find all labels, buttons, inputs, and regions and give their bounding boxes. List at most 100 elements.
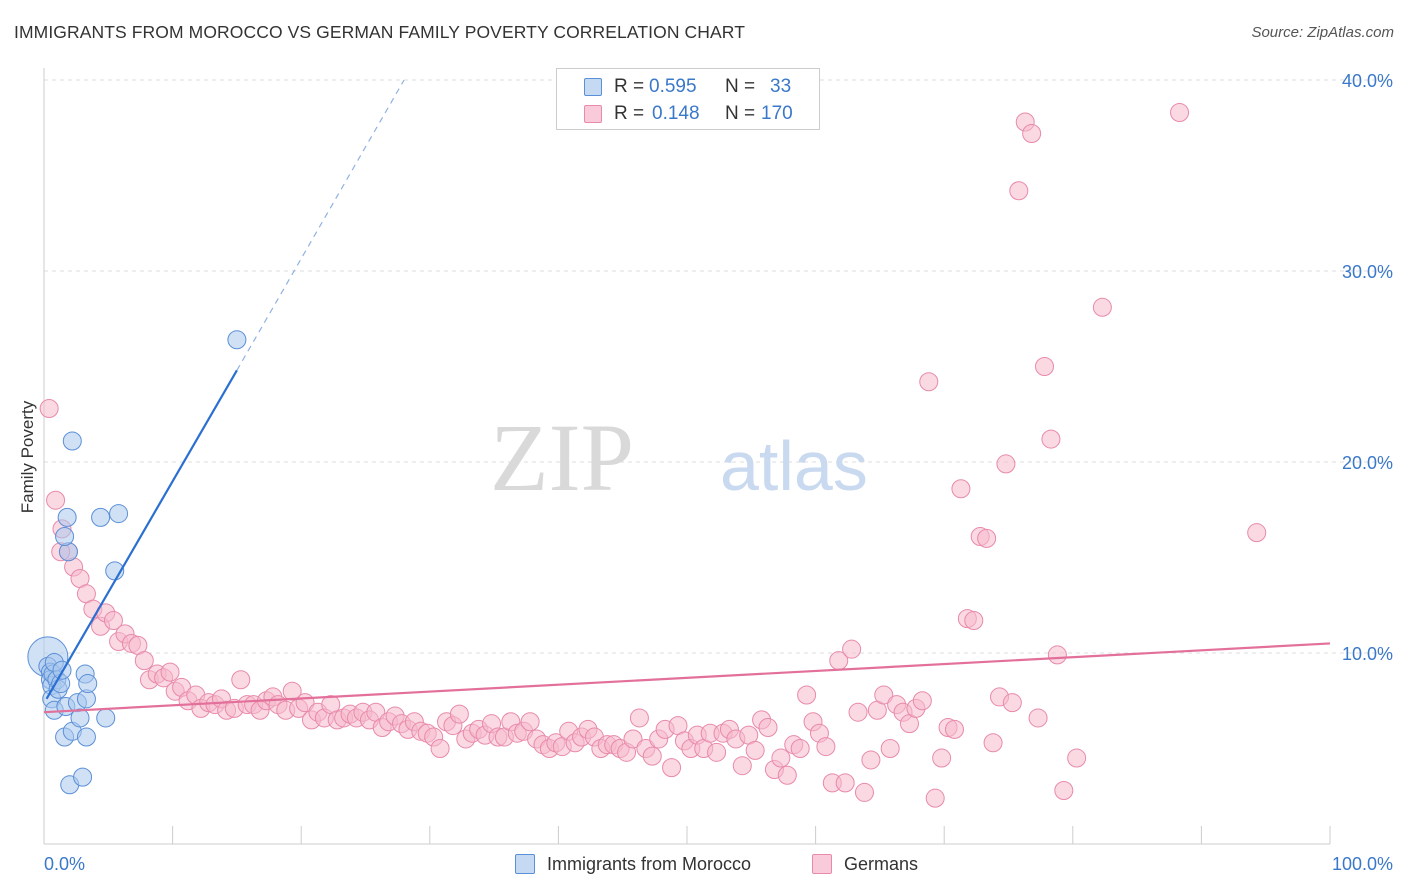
germans-point [745,740,765,760]
legend-swatch-germans [584,105,602,123]
germans-point [1067,748,1087,768]
germans-point [520,712,540,732]
germans-point [964,611,984,631]
germans-point [861,750,881,770]
germans-point [797,685,817,705]
bottom-legend-label-germans: Germans [844,854,919,874]
germans-point [1009,181,1029,201]
germans-point [1002,693,1022,713]
morocco-point [62,431,82,451]
y-tick-label: 20.0% [1342,453,1393,473]
tick-labels: 10.0% 20.0% 30.0% 40.0% 0.0% 100.0% [44,71,1393,874]
legend-row-germans: R = 0.148 N = 170 [557,101,819,127]
germans-point [707,742,727,762]
legend-r-label: R = [614,76,645,97]
morocco-point [73,767,93,787]
germans-point [282,681,302,701]
germans-point [1047,645,1067,665]
x-tick-label-min: 0.0% [44,854,85,874]
morocco-point [227,330,247,350]
legend-r-value: 0.148 [652,103,700,124]
germans-point [835,773,855,793]
germans-point [642,746,662,766]
germans-point [880,739,900,758]
morocco-trend-line [45,369,238,700]
germans-point [1247,523,1267,543]
morocco-point [96,708,116,728]
bottom-legend-swatch-morocco [515,854,535,874]
germans-point [854,782,874,802]
germans-point [758,717,778,737]
germans-point [790,739,810,758]
morocco-point [78,674,98,694]
germans-point [925,788,945,808]
germans-point [912,691,932,711]
germans-trend-line [43,642,1331,714]
germans-point [1022,123,1042,143]
stats-legend: R = 0.595 N = 33 R = 0.148 N = 170 [556,68,820,130]
germans-point [977,528,997,548]
legend-n-value: 170 [761,103,793,124]
germans-point [944,719,964,739]
morocco-point [76,727,96,747]
germans-point [1035,357,1055,376]
legend-r-value: 0.595 [649,76,697,97]
germans-point [449,704,469,724]
germans-point [932,748,952,768]
axes [43,68,1331,845]
germans-point [46,490,66,510]
germans-point [996,454,1016,474]
legend-r-label: R = [614,103,645,124]
morocco-point [55,526,75,546]
germans-point [874,685,894,705]
morocco-point [70,708,90,728]
germans-point [983,733,1003,753]
germans-point [848,702,868,722]
germans-point [777,765,797,785]
legend-n-label: N = [725,76,756,97]
germans-point [430,739,450,758]
morocco-trend-extension [236,79,405,371]
germans-point [842,639,862,659]
germans-point [231,670,251,690]
germans-point [1041,429,1061,449]
germans-point [771,748,791,768]
germans-point [134,651,154,671]
x-tick-label-max: 100.0% [1332,854,1393,874]
chart-title: IMMIGRANTS FROM MOROCCO VS GERMAN FAMILY… [14,22,745,42]
watermark: ZIP atlas [490,404,868,511]
germans-point [629,708,649,728]
germans-point [919,372,939,392]
watermark-atlas: atlas [720,427,868,505]
y-axis-label: Family Poverty [18,400,37,514]
germans-point [1054,781,1074,801]
germans-point [160,662,180,682]
germans-point [662,758,682,778]
germans-points [39,102,1267,808]
morocco-points [27,330,247,795]
germans-point [39,399,59,419]
y-tick-label: 30.0% [1342,262,1393,282]
morocco-point [109,504,129,524]
source-label: Source: ZipAtlas.com [1251,24,1394,41]
germans-point [1028,708,1048,728]
germans-point [103,611,123,631]
germans-point [1092,297,1112,317]
watermark-zip: ZIP [490,404,634,511]
germans-point [816,737,836,757]
germans-point [623,729,643,749]
legend-n-value: 33 [770,76,792,97]
germans-point [951,479,971,499]
germans-point [1170,102,1190,122]
y-tick-label: 40.0% [1342,71,1393,91]
legend-n-label: N = [725,103,756,124]
legend-row-morocco: R = 0.595 N = 33 [557,74,819,100]
bottom-legend-label-morocco: Immigrants from Morocco [547,854,752,874]
legend-swatch-morocco [584,78,602,96]
morocco-point [91,507,111,527]
gridlines [44,79,1392,654]
y-tick-label: 10.0% [1342,644,1393,664]
bottom-legend-swatch-germans [812,854,832,874]
trend-lines [43,79,1331,714]
